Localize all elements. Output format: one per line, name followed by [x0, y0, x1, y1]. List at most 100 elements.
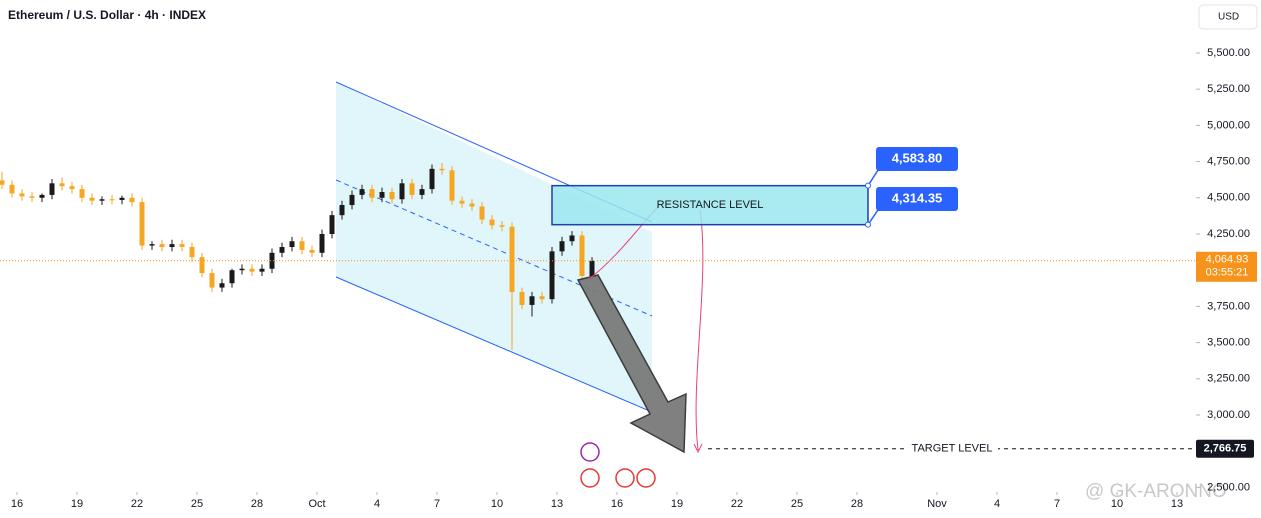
- candle-body: [189, 247, 195, 258]
- candle-body: [159, 244, 165, 248]
- candle-body: [59, 183, 65, 187]
- candle-body: [339, 205, 345, 216]
- channel-lower: [335, 276, 653, 413]
- candle-body: [539, 296, 545, 300]
- currency: USD: [1218, 12, 1239, 23]
- x-tick-label: 22: [731, 498, 743, 510]
- chart-title: Ethereum / U.S. Dollar · 4h · INDEX: [8, 8, 206, 22]
- channel-fill: [336, 82, 652, 412]
- x-tick-label: 7: [1054, 498, 1060, 510]
- candle-body: [239, 268, 245, 271]
- candle-body: [149, 244, 155, 246]
- x-tick-label: 16: [11, 498, 23, 510]
- candle-body: [469, 203, 475, 207]
- x-tick-label: 28: [251, 498, 263, 510]
- currency-button[interactable]: [1198, 4, 1258, 30]
- y-tick-label: 3,750.00: [1207, 300, 1250, 312]
- x-tick-label: 4: [374, 498, 380, 510]
- candle-body: [309, 249, 315, 253]
- target-label-bg: [906, 440, 998, 457]
- target-label: TARGET LEVEL: [912, 443, 993, 455]
- watermark: @ GK-ARONNO: [1085, 481, 1227, 502]
- x-tick-label: Oct: [308, 498, 325, 510]
- x-tick-label: 16: [611, 498, 623, 510]
- candle-body: [489, 219, 495, 226]
- x-tick-label: 28: [851, 498, 863, 510]
- pink-curve: [695, 209, 704, 451]
- x-tick-label: 10: [1111, 498, 1123, 510]
- y-tick-label: 3,000.00: [1207, 409, 1250, 421]
- candle-body: [559, 241, 565, 252]
- plot: [0, 52, 1200, 495]
- candle-body: [219, 283, 225, 288]
- event-icon[interactable]: [615, 468, 635, 488]
- candle-body: [499, 225, 505, 227]
- candle-body: [229, 270, 235, 284]
- candle-body: [269, 252, 275, 269]
- y-tick-label: 5,500.00: [1207, 47, 1250, 59]
- candle-body: [279, 247, 285, 253]
- candle-body: [179, 244, 185, 248]
- current-price-label: 4,064.93: [1206, 254, 1249, 266]
- candle-body: [579, 235, 585, 276]
- candle-body: [429, 168, 435, 190]
- candle-body: [519, 291, 525, 305]
- candle-body: [349, 194, 355, 206]
- target-price-box: [1196, 439, 1254, 458]
- y-tick-label: 5,250.00: [1207, 83, 1250, 95]
- candle-body: [139, 202, 145, 246]
- anchor: [865, 182, 871, 189]
- candle-body: [419, 189, 425, 195]
- candle-body: [289, 241, 295, 248]
- pink-arrowhead: [693, 443, 703, 454]
- candle-body: [129, 197, 135, 203]
- current-price-box: [1196, 251, 1257, 282]
- candle-body: [479, 206, 485, 220]
- candle-body: [459, 200, 465, 204]
- channel-mid: [335, 179, 653, 317]
- candle-body: [99, 199, 105, 201]
- candle-body: [449, 170, 455, 201]
- candle-body: [9, 184, 15, 194]
- anchor: [865, 221, 871, 228]
- x-tick-label: Nov: [927, 498, 947, 510]
- resistance-box: [551, 184, 869, 226]
- candle-body: [549, 251, 555, 300]
- candle-body: [319, 233, 325, 253]
- candle-body: [329, 215, 335, 234]
- candle-body: [39, 194, 45, 198]
- candle-body: [399, 183, 405, 200]
- down-arrow: [576, 274, 687, 454]
- candle-body: [409, 183, 415, 195]
- target-price-label: 2,766.75: [1204, 443, 1247, 455]
- price-callout: [876, 187, 958, 211]
- y-tick-label: 4,500.00: [1207, 192, 1250, 204]
- x-tick-label: 4: [994, 498, 1000, 510]
- candle-body: [49, 183, 55, 195]
- candle-body: [509, 226, 515, 292]
- event-icon[interactable]: [580, 442, 600, 462]
- price-callout-label: 4,314.35: [892, 190, 943, 205]
- candle-body: [379, 192, 385, 198]
- candle-body: [199, 257, 205, 274]
- candle-body: [119, 197, 125, 200]
- event-icon[interactable]: [636, 468, 656, 488]
- candle-body: [589, 260, 595, 276]
- x-tick-label: 13: [551, 498, 563, 510]
- y-tick-label: 5,000.00: [1207, 119, 1250, 131]
- candle-body: [169, 244, 175, 248]
- candle-body: [69, 186, 75, 190]
- candle-body: [249, 268, 255, 272]
- resistance-label: RESISTANCE LEVEL: [657, 199, 764, 211]
- candle-body: [389, 192, 395, 200]
- candle-body: [89, 197, 95, 201]
- candle-body: [299, 241, 305, 250]
- x-tick-label: 7: [434, 498, 440, 510]
- candle-body: [109, 199, 115, 201]
- countdown: 03:55:21: [1206, 267, 1249, 279]
- x-tick-label: 10: [491, 498, 503, 510]
- candle-body: [359, 189, 365, 195]
- candle-body: [29, 196, 35, 198]
- event-icon[interactable]: [580, 468, 600, 488]
